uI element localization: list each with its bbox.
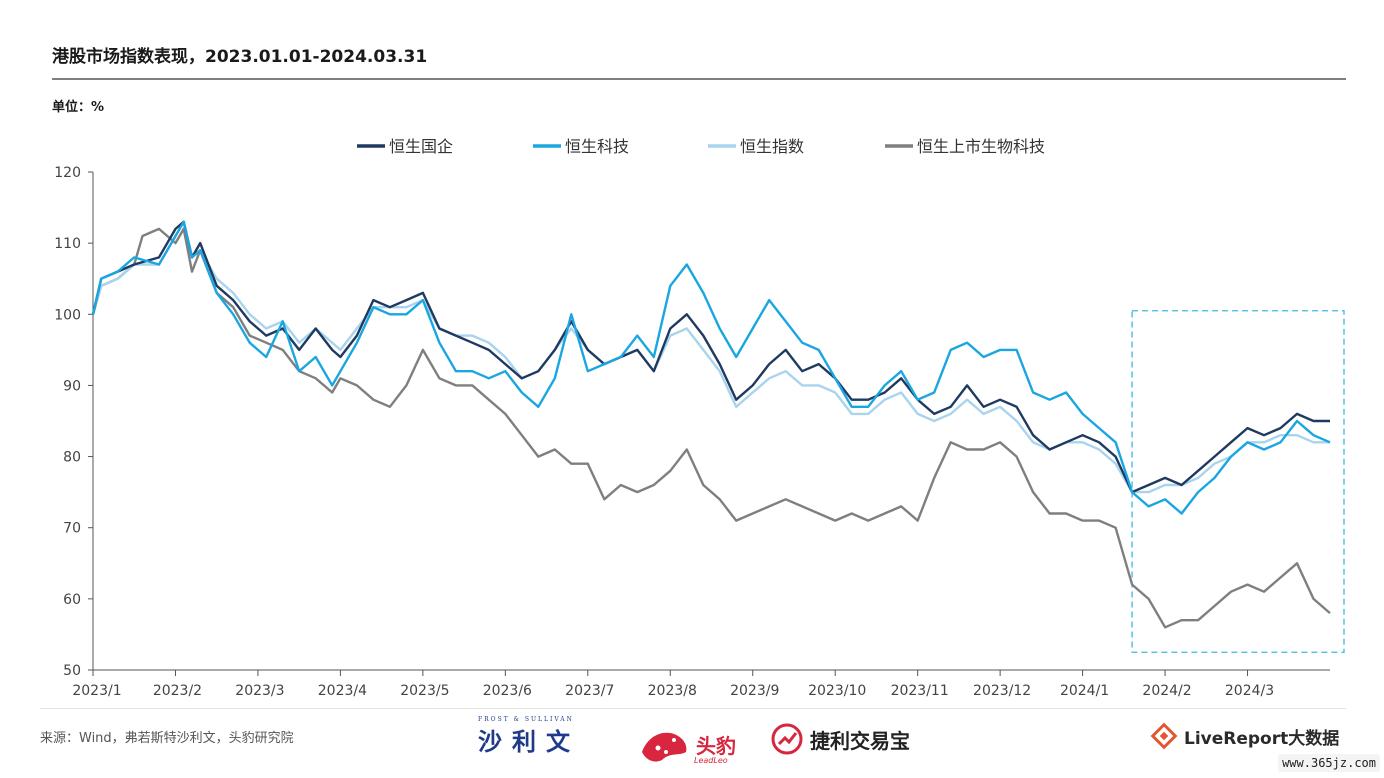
x-tick-label: 2023/10	[808, 683, 866, 699]
series-layer	[91, 220, 1331, 629]
x-tick-label: 2024/3	[1225, 683, 1274, 699]
x-tick-label: 2023/4	[318, 683, 367, 699]
unit-label: 单位：%	[52, 100, 105, 115]
title-divider	[52, 78, 1346, 80]
frost-sullivan-logo: 沙利文	[478, 722, 580, 757]
legend-label-hstech: 恒生科技	[565, 137, 629, 156]
y-tick-label: 50	[63, 663, 81, 679]
trend-circle-icon	[771, 723, 803, 755]
y-tick-label: 70	[63, 521, 81, 537]
series-line-hstech	[91, 220, 1331, 515]
y-tick-label: 100	[54, 307, 81, 323]
leopard-icon	[642, 732, 687, 762]
series-line-biotech	[91, 227, 1331, 629]
axes: 50 60 70 80 90 100 110 120 2023/1 2023/2 2023/3 202…	[54, 165, 1330, 699]
leadleo-label: 头豹	[696, 733, 736, 758]
jieli-logo: 捷利交易宝	[770, 722, 910, 756]
y-tick-label: 80	[63, 450, 81, 466]
legend: 恒生国企 恒生科技 恒生指数 恒生上市生物科技	[357, 137, 1045, 156]
series-line-hsi	[91, 220, 1330, 494]
x-tick-label: 2023/9	[730, 683, 779, 699]
highlight-layer	[1131, 310, 1345, 653]
series-line-hscei	[91, 220, 1330, 494]
y-tick-label: 60	[63, 592, 81, 608]
frost-sullivan-sub: FROST & SULLIVAN	[478, 716, 574, 723]
frost-sullivan-label: 沙利文	[478, 728, 580, 756]
x-tick-label: 2024/1	[1060, 683, 1109, 699]
leadleo-sub: LeadLeo	[694, 756, 728, 765]
leadleo-logo: 头豹	[640, 722, 736, 766]
source-note: 来源：Wind，弗若斯特沙利文，头豹研究院	[40, 731, 294, 746]
x-tick-label: 2023/6	[483, 683, 532, 699]
y-tick-label: 110	[54, 236, 81, 252]
legend-label-biotech: 恒生上市生物科技	[917, 137, 1045, 156]
legend-label-hscei: 恒生国企	[389, 137, 453, 156]
legend-label-hsi: 恒生指数	[740, 137, 804, 156]
x-tick-label: 2023/1	[72, 683, 121, 699]
highlight-box	[1131, 310, 1345, 653]
x-tick-label: 2023/7	[565, 683, 614, 699]
diamond-icon	[1150, 722, 1178, 750]
x-tick-label: 2023/2	[153, 683, 202, 699]
x-tick-label: 2023/12	[973, 683, 1031, 699]
x-tick-label: 2023/11	[891, 683, 949, 699]
line-chart: 50 60 70 80 90 100 110 120 2023/1 2023/2 2023/3 202…	[54, 137, 1345, 699]
footer-divider	[40, 708, 1346, 709]
x-tick-label: 2023/5	[400, 683, 449, 699]
y-tick-label: 120	[54, 165, 81, 181]
site-watermark: www.365jz.com	[1278, 754, 1380, 772]
x-tick-label: 2023/3	[235, 683, 284, 699]
chart-title: 港股市场指数表现，2023.01.01-2024.03.31	[52, 47, 428, 67]
jieli-label: 捷利交易宝	[810, 728, 910, 753]
x-tick-label: 2023/8	[648, 683, 697, 699]
livereport-label: LiveReport大数据	[1184, 728, 1340, 749]
livereport-logo: LiveReport大数据	[1150, 722, 1339, 750]
x-tick-label: 2024/2	[1142, 683, 1191, 699]
y-tick-label: 90	[63, 378, 81, 394]
